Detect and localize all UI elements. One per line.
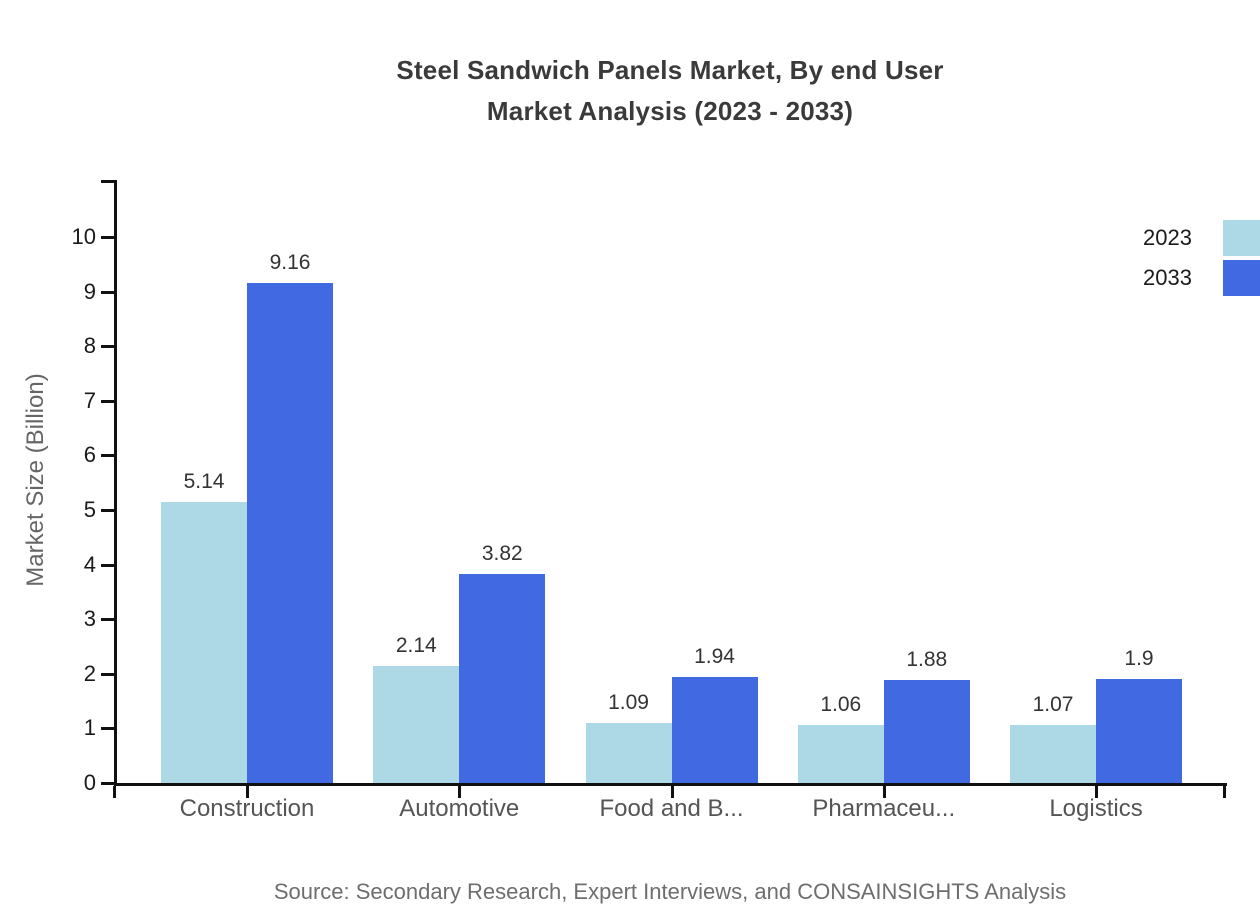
bar-2033 [883,680,970,783]
category-label: Construction [179,795,315,822]
value-label-2023: 1.06 [820,693,862,717]
bar-2023 [161,502,247,783]
y-tick [101,454,114,458]
value-label-2023: 1.09 [608,691,649,715]
legend-label-2023: 2023 [1143,225,1192,250]
bar-2033 [671,677,758,783]
x-tick [246,786,249,798]
legend-row-2023: 2023 [1140,220,1260,256]
bar-2033 [247,282,333,783]
legend-swatch-2023 [1223,220,1260,256]
y-tick [101,782,114,785]
category-label: Pharmaceu... [812,795,956,822]
value-label-2033: 1.88 [906,648,948,672]
y-axis-line [114,180,117,786]
bar-2023 [797,725,884,783]
y-tick-label: 5 [83,497,96,522]
legend: 2023 2033 [1140,220,1260,300]
bar-2023 [1010,724,1096,783]
category-label: Automotive [399,795,520,822]
value-label-2023: 2.14 [395,634,437,658]
chart-title: Steel Sandwich Panels Market, By end Use… [80,50,1260,132]
x-tick [882,786,886,798]
x-tick [458,786,462,798]
value-label-2033: 9.16 [269,250,311,274]
bar-2023 [585,723,672,783]
bar-2033 [459,574,546,783]
legend-swatch-2033 [1223,260,1260,296]
y-tick [101,563,114,567]
value-label-2033: 1.94 [694,645,735,669]
category-label: Logistics [1049,795,1143,822]
value-label-2033: 3.82 [481,542,523,566]
y-tick [101,290,114,294]
y-tick [101,399,114,403]
bar-2033 [1096,679,1182,783]
y-axis-cap-tick [101,180,114,183]
y-tick-label: 6 [83,442,96,468]
y-tick-label: 8 [83,333,96,359]
y-tick-label: 2 [83,660,96,686]
y-tick-label: 9 [83,278,96,304]
x-tick [670,786,674,798]
y-tick [101,236,114,239]
value-label-2023: 5.14 [183,470,225,494]
value-label-2033: 1.9 [1124,647,1154,671]
y-tick-label: 0 [83,770,96,795]
value-label-2023: 1.07 [1032,692,1074,716]
legend-label-2033: 2033 [1143,265,1192,290]
x-axis-line [114,783,1227,786]
y-tick [101,727,114,731]
y-tick-label: 4 [83,551,96,577]
category-label: Food and B... [599,795,744,822]
y-tick-label: 10 [71,224,96,249]
x-tick [1095,786,1098,798]
y-tick [101,618,114,622]
chart-title-line2: Market Analysis (2023 - 2033) [486,96,854,126]
y-tick-label: 7 [83,387,96,413]
y-tick [101,509,114,512]
y-tick [101,672,114,676]
chart-title-line1: Steel Sandwich Panels Market, By end Use… [396,55,944,85]
x-tick [1223,786,1226,798]
y-tick-label: 3 [83,606,96,632]
source-note: Source: Secondary Research, Expert Inter… [273,879,1067,904]
bar-2023 [373,666,460,783]
x-tick [113,786,116,798]
y-tick-label: 1 [83,715,96,741]
legend-row-2033: 2033 [1140,260,1260,296]
y-tick [101,345,114,349]
